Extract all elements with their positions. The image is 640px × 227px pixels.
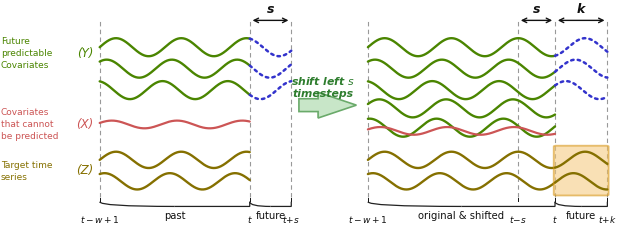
FancyArrow shape — [299, 92, 356, 118]
Text: Covariates
that cannot
be predicted: Covariates that cannot be predicted — [1, 108, 58, 141]
Text: original & shifted: original & shifted — [419, 211, 504, 221]
Text: $t$: $t$ — [247, 214, 253, 225]
Text: $\boldsymbol{s}$: $\boldsymbol{s}$ — [532, 3, 541, 16]
Text: $t-w+1$: $t-w+1$ — [80, 214, 120, 225]
Text: $\boldsymbol{s}$: $\boldsymbol{s}$ — [266, 3, 275, 16]
Text: timesteps: timesteps — [292, 89, 354, 99]
Text: (Y): (Y) — [77, 47, 93, 60]
Text: past: past — [164, 211, 186, 221]
Text: future: future — [255, 211, 285, 221]
Text: $t\!-\!s$: $t\!-\!s$ — [509, 214, 527, 225]
Text: $t\!+\!s$: $t\!+\!s$ — [282, 214, 300, 225]
Text: (X): (X) — [76, 118, 93, 131]
Text: $t\!+\!k$: $t\!+\!k$ — [598, 214, 617, 225]
Text: shift left $s$: shift left $s$ — [291, 75, 355, 87]
Text: (Z): (Z) — [76, 164, 93, 177]
Text: $\boldsymbol{k}$: $\boldsymbol{k}$ — [576, 2, 587, 16]
Text: $t-w+1$: $t-w+1$ — [348, 214, 388, 225]
Text: Target time
series: Target time series — [1, 161, 52, 182]
Text: Future
predictable
Covariates: Future predictable Covariates — [1, 37, 52, 70]
FancyBboxPatch shape — [554, 146, 609, 195]
Text: $t$: $t$ — [552, 214, 558, 225]
Text: future: future — [566, 211, 596, 221]
